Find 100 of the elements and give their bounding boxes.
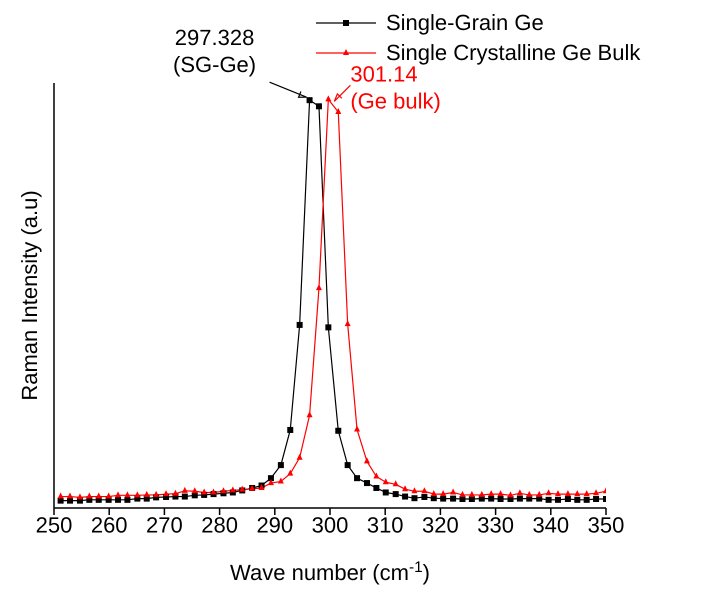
x-tick-label: 350	[588, 512, 624, 538]
point	[526, 490, 532, 497]
point	[440, 496, 446, 502]
legend-label: Single Crystalline Ge Bulk	[386, 40, 640, 66]
point	[220, 487, 226, 494]
point	[182, 486, 188, 493]
x-tick-label: 260	[90, 512, 128, 538]
point	[498, 490, 504, 496]
point	[536, 490, 542, 497]
point	[172, 490, 178, 496]
point	[478, 490, 485, 497]
point	[192, 487, 198, 494]
point	[430, 490, 437, 496]
x-tick-label: 300	[312, 512, 348, 538]
point	[574, 496, 580, 503]
x-tick-label: 270	[146, 512, 183, 538]
point	[593, 489, 600, 496]
point	[115, 496, 122, 503]
point	[344, 462, 351, 468]
point	[86, 492, 92, 499]
point	[488, 496, 494, 502]
point	[440, 490, 446, 496]
point	[402, 485, 408, 492]
point	[192, 492, 198, 498]
point	[364, 480, 370, 486]
point	[344, 320, 351, 326]
x-axis-title: Wave number (cm$^{-1}$)	[230, 558, 430, 585]
point	[411, 495, 418, 502]
point	[306, 411, 313, 418]
point	[96, 492, 102, 499]
point	[554, 496, 561, 503]
point	[373, 484, 380, 491]
point	[124, 491, 130, 498]
point	[106, 492, 112, 499]
point	[268, 479, 274, 486]
point	[516, 489, 523, 496]
point	[450, 488, 456, 494]
text: 297.328 (SG-Ge)	[173, 25, 256, 78]
x-tick-label: 340	[532, 512, 570, 538]
point	[316, 103, 322, 110]
x-tick-label: 310	[366, 512, 404, 538]
point	[468, 490, 475, 497]
point	[115, 491, 122, 498]
point	[354, 475, 360, 482]
point	[516, 496, 523, 502]
point	[325, 95, 332, 102]
point	[316, 284, 322, 290]
point	[210, 488, 217, 494]
legend-label: Single-Grain Ge	[386, 10, 544, 36]
point	[364, 457, 370, 464]
point	[459, 490, 466, 497]
point	[306, 97, 313, 104]
point	[287, 426, 294, 433]
point	[153, 490, 160, 497]
point	[508, 491, 514, 498]
y-axis-title: Raman Intensity (a.u)	[16, 190, 42, 401]
point	[278, 477, 284, 484]
point	[564, 496, 571, 502]
point	[392, 480, 399, 486]
point	[584, 496, 590, 503]
point	[268, 475, 274, 482]
point	[373, 472, 380, 479]
point	[230, 486, 236, 492]
point	[335, 108, 342, 114]
point	[421, 487, 428, 494]
point	[382, 478, 389, 484]
x-tick-label: 250	[36, 512, 72, 538]
point	[574, 490, 580, 496]
point	[134, 491, 140, 498]
point	[564, 490, 571, 496]
point	[58, 492, 64, 499]
point	[421, 494, 428, 500]
x-tick-label: 290	[256, 512, 294, 538]
point	[287, 470, 294, 476]
point	[278, 462, 284, 468]
point	[67, 492, 74, 499]
point	[382, 489, 389, 496]
point	[76, 493, 83, 500]
x-tick-label: 330	[477, 512, 514, 538]
point	[554, 490, 561, 496]
point	[593, 496, 600, 502]
point	[201, 488, 208, 494]
x-tick-label: 280	[201, 512, 238, 538]
point	[144, 490, 150, 497]
point	[411, 487, 418, 494]
point	[546, 496, 552, 503]
point	[124, 496, 130, 503]
point	[182, 494, 188, 500]
point	[584, 490, 590, 496]
point	[296, 454, 303, 460]
point	[450, 496, 456, 502]
point	[488, 490, 494, 496]
point	[335, 428, 342, 434]
point	[325, 324, 332, 330]
point	[402, 494, 408, 500]
point	[546, 489, 552, 496]
x-tick-label: 320	[422, 512, 459, 538]
point	[163, 490, 170, 496]
point	[498, 496, 504, 502]
point	[392, 491, 399, 498]
